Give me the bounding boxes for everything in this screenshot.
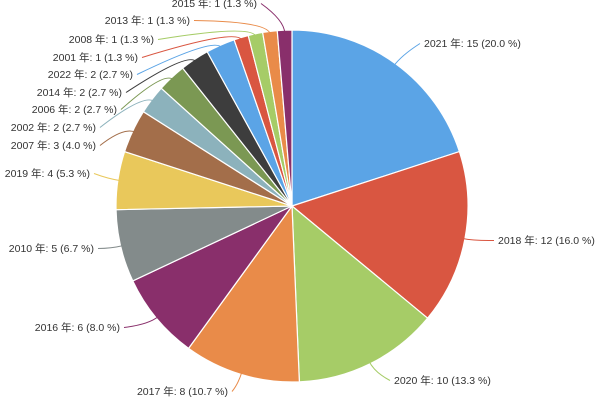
leader-line bbox=[125, 59, 197, 93]
leader-line bbox=[136, 44, 223, 75]
leader-line bbox=[157, 30, 257, 40]
slice-label: 2010 年: 5 (6.7 %) bbox=[9, 242, 94, 255]
slice-label: 2018 年: 12 (16.0 %) bbox=[498, 234, 595, 247]
leader-lines bbox=[93, 3, 495, 392]
slice-label: 2008 年: 1 (1.3 %) bbox=[69, 33, 154, 46]
leader-line bbox=[97, 245, 124, 249]
slice-label: 2017 年: 8 (10.7 %) bbox=[137, 385, 228, 398]
pie-slices bbox=[115, 29, 469, 383]
leader-line bbox=[93, 173, 121, 182]
slice-label: 2006 年: 2 (2.7 %) bbox=[32, 103, 117, 116]
slice-label: 2001 年: 1 (1.3 %) bbox=[53, 51, 138, 64]
slice-label: 2016 年: 6 (8.0 %) bbox=[35, 321, 120, 334]
leader-line bbox=[141, 36, 243, 58]
slice-label: 2007 年: 3 (4.0 %) bbox=[11, 139, 96, 152]
slice-label: 2019 年: 4 (5.3 %) bbox=[5, 167, 90, 180]
slice-label: 2014 年: 2 (2.7 %) bbox=[37, 86, 122, 99]
leader-line bbox=[99, 130, 136, 146]
leader-line bbox=[123, 315, 160, 328]
leader-line bbox=[461, 237, 495, 242]
slice-label: 2020 年: 10 (13.3 %) bbox=[394, 374, 491, 387]
leader-line bbox=[260, 3, 286, 34]
slice-label: 2002 年: 2 (2.7 %) bbox=[11, 121, 96, 134]
leader-line bbox=[193, 20, 271, 35]
slice-labels: 2021 年: 15 (20.0 %) 2018 年: 12 (16.0 %) 20… bbox=[5, 0, 595, 398]
slice-label: 2015 年: 1 (1.3 %) bbox=[172, 0, 257, 10]
slice-label: 2022 年: 2 (2.7 %) bbox=[48, 68, 133, 81]
leader-line bbox=[120, 77, 174, 110]
leader-line bbox=[368, 360, 391, 381]
slice-label: 2021 年: 15 (20.0 %) bbox=[424, 37, 521, 50]
leader-line bbox=[99, 99, 155, 128]
leader-line bbox=[231, 371, 243, 392]
slice-label: 2013 年: 1 (1.3 %) bbox=[105, 14, 190, 27]
leader-line bbox=[393, 43, 421, 67]
